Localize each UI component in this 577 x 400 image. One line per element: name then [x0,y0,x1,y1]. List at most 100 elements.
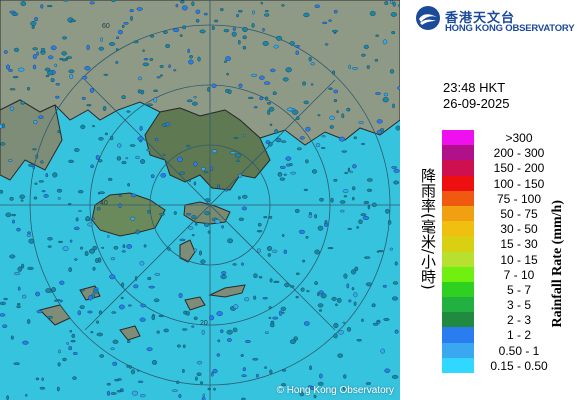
rain-echo [337,330,345,335]
rain-echo [196,360,203,365]
rain-echo [282,77,289,82]
rain-echo [289,41,295,46]
rain-echo [305,159,309,164]
rain-echo [273,280,280,283]
range-rings [0,0,400,400]
rain-echo [259,96,264,101]
legend-label: 10 - 15 [500,252,538,267]
rain-echo [187,48,190,54]
rain-echo [342,321,346,324]
rain-echo [263,81,271,85]
rain-echo [356,226,360,229]
rain-echo [313,394,317,399]
legend-title-chinese: 降雨率(毫米/小時) [419,168,437,290]
rain-echo [98,159,103,163]
rain-echo [317,381,324,386]
rain-echo [398,4,400,8]
rain-echo [267,141,273,147]
rain-echo [300,287,305,292]
rain-echo [362,215,370,220]
rain-echo [330,197,334,203]
rain-echo [128,365,132,369]
rain-echo [110,257,116,261]
rain-echo [111,0,116,3]
rain-echo [285,156,292,161]
rain-echo [376,129,383,134]
rain-echo [34,182,38,185]
rain-echo [55,95,60,99]
rain-echo [374,59,379,62]
rain-echo [99,354,104,358]
rain-echo [212,368,218,374]
rain-echo [45,74,50,78]
rain-echo [372,322,379,326]
rain-echo [20,199,24,202]
rain-echo [5,212,12,218]
rain-echo [196,372,202,376]
rain-echo [252,10,255,15]
rain-echo [233,304,239,309]
rain-echo [383,92,389,97]
land-lamma [179,239,196,263]
rain-echo [92,266,96,271]
rain-echo [375,92,381,95]
rain-echo [199,29,206,34]
rain-echo [264,13,270,17]
rain-echo [299,391,304,397]
rain-echo [360,213,367,217]
rain-echo [136,369,140,372]
rain-echo [70,339,76,343]
rain-echo [139,394,146,398]
rain-echo [98,137,104,141]
rain-echo [186,212,192,216]
rain-echo [186,144,191,148]
rain-echo [332,70,336,75]
rain-echo [211,25,215,31]
rain-echo [347,167,351,173]
rain-echo [176,380,180,384]
rain-echo [284,282,290,288]
rain-echo [242,133,246,137]
rain-echo [135,155,140,159]
rain-echo [0,142,6,146]
rain-echo [80,246,83,250]
rain-echo [162,153,166,156]
rain-echo [387,219,392,225]
rain-echo [30,21,37,27]
rain-echo [331,296,337,301]
rain-echo [59,280,65,285]
rain-echo [253,273,258,279]
rain-echo [289,339,296,345]
rain-echo [93,289,99,294]
rain-echo [88,248,95,254]
rain-echo [241,397,246,400]
rain-echo [57,130,61,134]
rain-echo [185,311,190,316]
rain-echo [79,305,85,309]
rain-echo [139,125,143,131]
rain-echo [294,45,301,48]
rain-echo [70,19,77,22]
rain-echo [41,190,46,193]
rain-echo [281,140,287,143]
legend-label: 15 - 30 [500,237,538,252]
rain-echo [129,144,136,147]
rain-echo [47,237,53,241]
rain-echo [179,171,185,175]
rain-echo [268,215,273,219]
rain-echo [308,214,313,218]
rain-echo [309,365,312,371]
legend-swatch [442,130,474,146]
rain-echo [380,348,386,354]
rain-echo [314,214,317,219]
rain-echo [217,184,221,189]
rain-echo [126,244,133,249]
rain-echo [268,316,272,319]
rain-echo [384,1,389,5]
rain-echo [211,83,217,89]
rain-echo [328,19,332,22]
rain-echo [332,29,339,33]
rain-echo [238,217,245,221]
logo-english-text: HONG KONG OBSERVATORY [445,23,575,34]
rain-echo [181,328,188,331]
